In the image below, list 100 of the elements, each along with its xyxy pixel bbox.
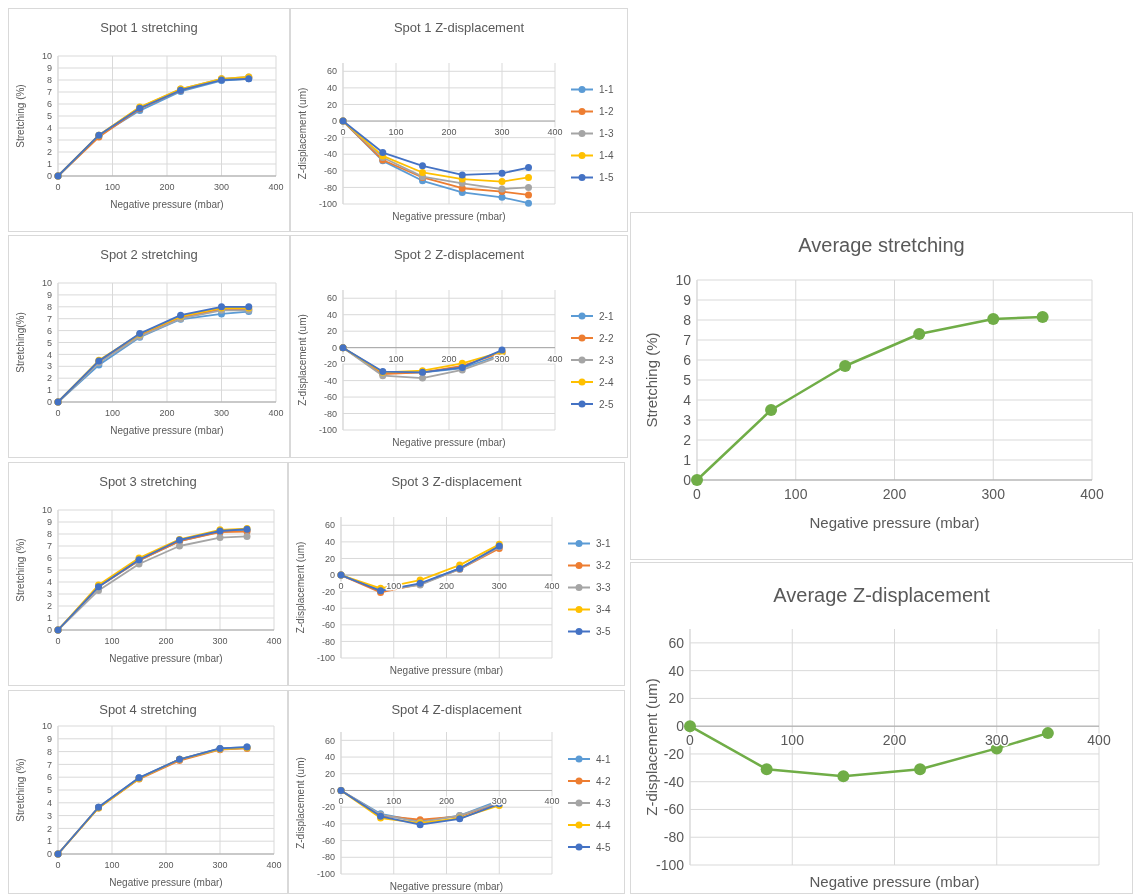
legend-label: 2-5	[599, 398, 614, 410]
y-tick-label: 9	[683, 291, 692, 308]
point	[419, 162, 426, 170]
y-tick-label: 7	[683, 331, 692, 348]
legend-label: 4-2	[596, 775, 611, 787]
point	[498, 178, 506, 186]
x-tick-label: 300	[985, 732, 1009, 749]
x-tick-label: 400	[544, 796, 560, 807]
y-tick-label: 10	[675, 271, 692, 288]
x-tick-label: 300	[213, 408, 230, 418]
y-tick-label: 3	[46, 135, 52, 146]
x-tick-label: 400	[1087, 732, 1111, 749]
y-tick-label: 10	[41, 278, 52, 289]
y-tick-label: 5	[46, 111, 52, 122]
y-axis-title: Stretching (%)	[14, 84, 26, 148]
y-tick-label: 40	[324, 537, 335, 548]
y-axis-title: Z-displacement (um)	[296, 87, 308, 180]
y-tick-label: 60	[324, 735, 335, 746]
y-tick-label: 6	[46, 325, 52, 336]
y-tick-label: -40	[323, 149, 337, 160]
y-tick-label: -80	[663, 829, 685, 846]
y-tick-label: 5	[46, 337, 52, 348]
x-axis-title: Negative pressure (mbar)	[109, 653, 223, 664]
legend-label: 3-4	[596, 604, 611, 615]
y-tick-label: 20	[668, 690, 685, 707]
legend-label: 2-1	[599, 310, 614, 322]
x-axis-title: Negative pressure (mbar)	[389, 665, 504, 676]
y-tick-label: -40	[321, 603, 335, 614]
y-tick-label: -20	[321, 802, 335, 813]
y-tick-label: -100	[655, 856, 685, 873]
x-tick-label: 0	[693, 486, 702, 502]
y-tick-label: 1	[683, 451, 692, 468]
legend-label: 4-5	[596, 841, 611, 853]
y-tick-label: 40	[668, 662, 685, 679]
y-tick-label: 9	[46, 290, 52, 301]
y-tick-label: 20	[324, 553, 335, 564]
y-tick-label: 9	[46, 733, 52, 744]
y-tick-label: -40	[663, 773, 685, 790]
y-tick-label: 2	[46, 601, 52, 612]
y-tick-label: 8	[46, 529, 52, 540]
point	[525, 183, 532, 191]
y-tick-label: 6	[46, 553, 52, 564]
y-tick-label: 3	[46, 589, 52, 600]
point	[913, 328, 926, 340]
x-tick-label: 100	[104, 182, 121, 192]
point	[216, 534, 224, 542]
x-tick-label: 200	[158, 860, 174, 870]
y-tick-label: 40	[326, 83, 337, 94]
x-tick-label: 100	[104, 860, 120, 870]
x-tick-label: 400	[266, 636, 282, 646]
y-tick-label: -80	[323, 182, 337, 193]
y-tick-label: 7	[46, 313, 52, 324]
y-tick-label: 3	[683, 411, 692, 428]
point	[691, 474, 703, 486]
chart-title: Spot 1 stretching	[100, 20, 198, 35]
y-tick-label: 40	[326, 309, 337, 320]
legend-label: 2-4	[599, 376, 614, 388]
point	[176, 542, 183, 550]
point	[914, 763, 927, 776]
y-tick-label: 6	[683, 351, 692, 368]
y-axis-title: Stretching (%)	[14, 538, 26, 602]
x-axis-title: Negative pressure (mbar)	[392, 437, 506, 448]
y-tick-label: 20	[326, 326, 337, 337]
y-tick-label: 4	[46, 349, 52, 360]
y-tick-label: -100	[318, 425, 337, 436]
chart-title: Average Z-displacement	[773, 584, 991, 606]
y-tick-label: -100	[316, 869, 335, 880]
y-tick-label: -20	[323, 132, 337, 143]
legend-label: 1-1	[599, 84, 614, 95]
y-tick-label: 0	[46, 849, 52, 860]
chart-title: Spot 2 Z-displacement	[393, 247, 525, 262]
y-tick-label: -80	[323, 408, 337, 419]
y-tick-label: 0	[46, 397, 52, 408]
x-tick-label: 200	[438, 796, 455, 807]
x-tick-label: 0	[55, 182, 61, 192]
y-tick-label: -60	[321, 619, 335, 630]
y-tick-label: 5	[46, 565, 52, 576]
point	[837, 770, 850, 783]
x-tick-label: 300	[981, 486, 1006, 502]
x-tick-label: 200	[441, 353, 457, 364]
chart-title: Spot 2 stretching	[100, 247, 198, 262]
y-tick-label: 4	[683, 391, 692, 408]
x-tick-label: 400	[268, 182, 284, 192]
x-tick-label: 0	[338, 581, 344, 592]
point	[458, 171, 466, 179]
point	[765, 404, 778, 416]
chart-title: Spot 1 Z-displacement	[393, 20, 525, 35]
point	[419, 374, 426, 382]
y-tick-label: 8	[46, 75, 52, 86]
x-tick-label: 100	[388, 127, 404, 138]
y-tick-label: -20	[323, 359, 337, 370]
y-axis-title: Z-displacement (um)	[296, 314, 308, 406]
y-tick-label: 0	[46, 171, 52, 182]
y-tick-label: 6	[46, 772, 52, 783]
y-tick-label: 60	[326, 66, 337, 77]
point	[760, 763, 773, 776]
point	[839, 360, 852, 372]
x-tick-label: 300	[494, 127, 510, 138]
x-axis-title: Negative pressure (mbar)	[389, 881, 504, 892]
y-tick-label: 5	[683, 371, 692, 388]
